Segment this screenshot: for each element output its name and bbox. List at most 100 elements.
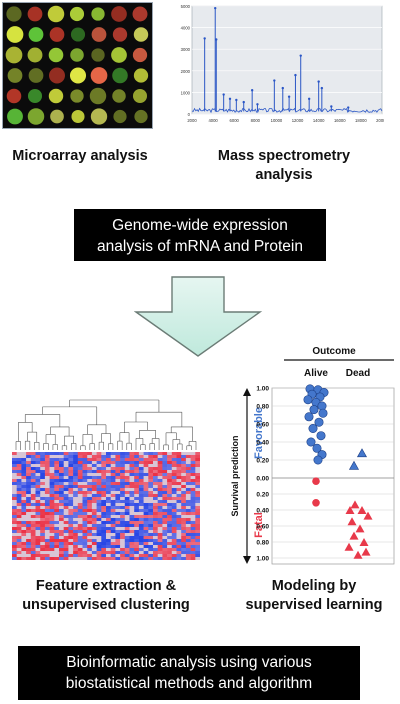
survival-y-tick: 0.40	[256, 508, 269, 515]
heatmap-cell	[138, 512, 144, 516]
heatmap-cell	[167, 494, 173, 498]
heatmap-cell	[96, 461, 102, 465]
heatmap-cell	[82, 464, 88, 468]
heatmap-cell	[195, 524, 201, 528]
heatmap-cell	[157, 452, 163, 456]
microarray-spot	[132, 88, 148, 104]
heatmap-cell	[30, 542, 36, 546]
heatmap-cell	[162, 554, 168, 558]
heatmap-cell	[68, 455, 74, 459]
heatmap-cell	[181, 482, 187, 486]
heatmap-cell	[30, 536, 36, 540]
heatmap-cell	[73, 554, 79, 558]
heatmap-cell	[68, 503, 74, 507]
heatmap-cell	[129, 491, 135, 495]
heatmap-cell	[185, 467, 191, 471]
heatmap-cell	[40, 494, 46, 498]
heatmap-cell	[138, 458, 144, 462]
heatmap-cell	[77, 488, 83, 492]
heatmap-cell	[59, 506, 64, 510]
heatmap-cell	[73, 530, 79, 534]
heatmap-cell	[73, 452, 79, 456]
heatmap-cell	[73, 515, 79, 519]
heatmap-cell	[124, 491, 130, 495]
heatmap-cell	[73, 467, 79, 471]
heatmap-cell	[167, 536, 173, 540]
heatmap-cell	[148, 554, 154, 558]
heatmap-cell	[30, 503, 36, 507]
heatmap-cell	[96, 452, 102, 456]
heatmap-cell	[195, 554, 201, 558]
heatmap-cell	[129, 500, 135, 504]
microarray-spot	[69, 6, 85, 22]
heatmap-cell	[138, 485, 144, 489]
heatmap-cell	[153, 512, 158, 516]
heatmap-cell	[171, 551, 177, 555]
heatmap-cell	[181, 467, 187, 471]
heatmap-cell	[77, 473, 83, 477]
heatmap-cell	[181, 488, 187, 492]
heatmap-cell	[124, 485, 130, 489]
heatmap-cell	[167, 452, 173, 456]
heatmap-cell	[49, 458, 55, 462]
heatmap-cell	[190, 521, 196, 525]
heatmap-cell	[21, 488, 27, 492]
heatmap-cell	[16, 458, 22, 462]
heatmap-cell	[167, 509, 173, 513]
heatmap-cell	[49, 461, 55, 465]
heatmap-cell	[115, 512, 121, 516]
microarray-spot	[49, 67, 65, 84]
heatmap-cell	[59, 527, 64, 531]
heatmap-cell	[30, 455, 36, 459]
heatmap-cell	[40, 464, 46, 468]
heatmap-cell	[129, 518, 135, 522]
heatmap-cell	[35, 506, 41, 510]
heatmap-cell	[129, 485, 135, 489]
down-arrow-icon	[134, 276, 263, 357]
heatmap-cell	[190, 545, 196, 549]
heatmap-cell	[124, 548, 130, 552]
heatmap-cell	[110, 482, 116, 486]
mass-spec-x-tick: 18000	[355, 118, 367, 123]
heatmap-cell	[87, 521, 93, 525]
heatmap-cell	[176, 542, 182, 546]
heatmap-cell	[115, 554, 121, 558]
heatmap-cell	[59, 518, 64, 522]
heatmap-cell	[162, 470, 168, 474]
heatmap-cell	[16, 455, 22, 459]
heatmap-cell	[44, 464, 50, 468]
heatmap-cell	[134, 488, 140, 492]
heatmap-cell	[26, 500, 32, 504]
heatmap-cell	[110, 533, 116, 537]
heatmap-cell	[129, 515, 135, 519]
heatmap-cell	[16, 512, 22, 516]
heatmap-cell	[143, 554, 149, 558]
heatmap-cell	[138, 455, 144, 459]
heatmap-cell	[30, 461, 36, 465]
heatmap-cell	[143, 461, 149, 465]
heatmap-cell	[12, 557, 17, 561]
heatmap-cell	[129, 554, 135, 558]
heatmap-cell	[91, 500, 97, 504]
heatmap-cell	[190, 539, 196, 543]
heatmap-cell	[77, 479, 83, 483]
heatmap-cell	[153, 470, 158, 474]
heatmap-cell	[82, 539, 88, 543]
heatmap-cell	[73, 545, 79, 549]
heatmap-cell	[124, 557, 130, 561]
heatmap-cell	[77, 455, 83, 459]
heatmap-cell	[12, 503, 17, 507]
heatmap-cell	[49, 473, 55, 477]
heatmap-cell	[115, 509, 121, 513]
heatmap-cell	[30, 485, 36, 489]
heatmap-cell	[120, 479, 126, 483]
heatmap-cell	[176, 509, 182, 513]
heatmap-cell	[143, 500, 149, 504]
heatmap-cell	[185, 506, 191, 510]
heatmap-cell	[21, 551, 27, 555]
heatmap-cell	[68, 530, 74, 534]
microarray-spots	[5, 5, 149, 125]
heatmap-cell	[129, 557, 135, 561]
heatmap-cell	[138, 461, 144, 465]
microarray-spot	[132, 47, 148, 63]
